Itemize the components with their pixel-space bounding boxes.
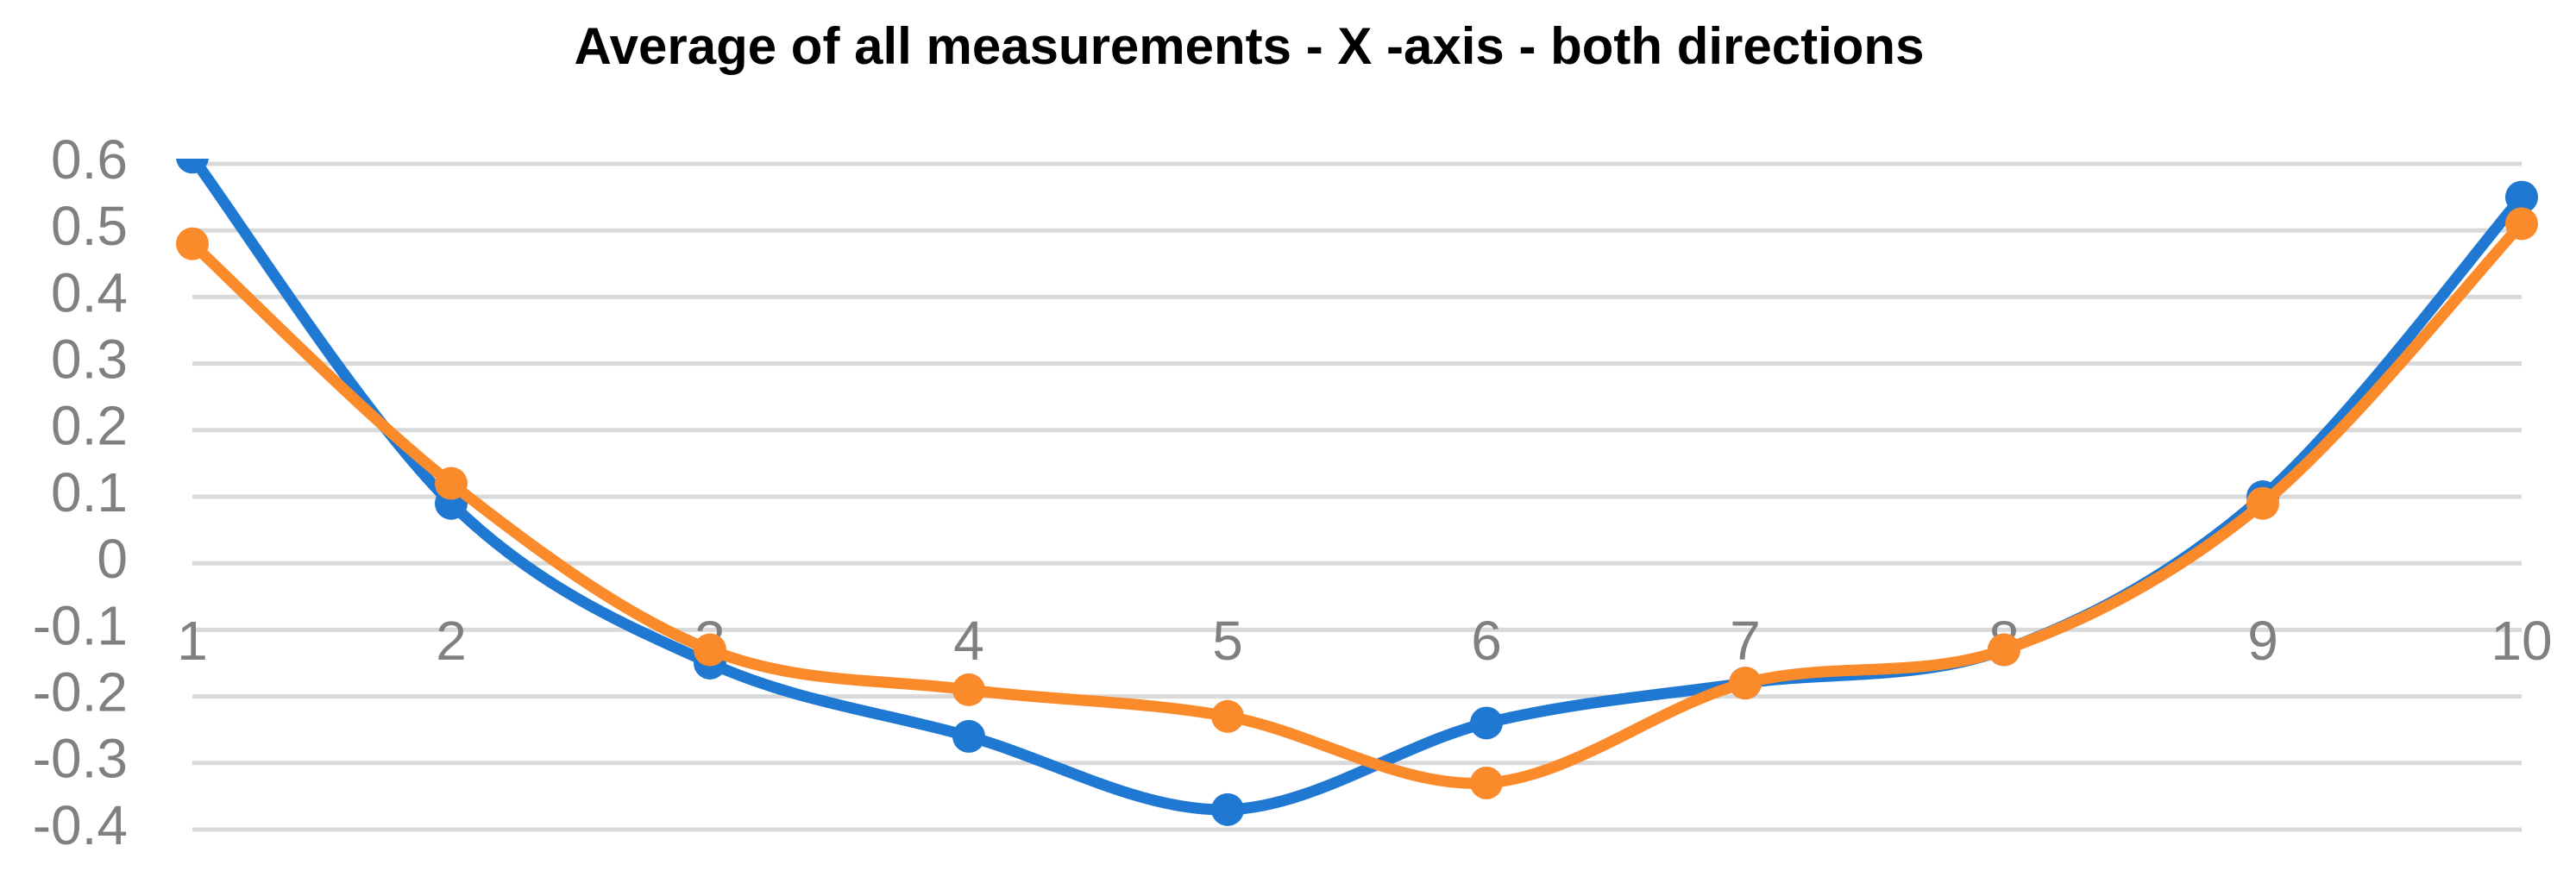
x-tick-label: 10 <box>2491 610 2552 672</box>
y-tick-label: 0.4 <box>51 261 128 323</box>
marker <box>2246 486 2279 520</box>
marker <box>1988 633 2020 667</box>
marker <box>1729 667 1762 700</box>
y-tick-label: 0.2 <box>51 395 128 457</box>
marker <box>2505 180 2538 214</box>
x-tick-label: 7 <box>1730 610 1761 672</box>
y-tick-label: 0.1 <box>51 461 128 523</box>
marker <box>1211 792 1244 826</box>
marker <box>952 719 985 753</box>
marker <box>176 159 209 174</box>
marker <box>2505 207 2538 241</box>
x-tick-label: 5 <box>1212 610 1243 672</box>
y-tick-label: 0 <box>97 528 128 590</box>
marker <box>952 673 985 706</box>
chart-title: Average of all measurements - X -axis - … <box>575 17 1925 75</box>
marker <box>435 467 468 500</box>
y-tick-label: -0.1 <box>33 594 128 656</box>
series-line <box>186 217 2528 789</box>
y-tick-label: 0.5 <box>51 195 128 257</box>
x-tick-label: 6 <box>1471 610 1502 672</box>
marker <box>1211 699 1244 733</box>
marker <box>1470 766 1503 799</box>
marker <box>1470 706 1503 740</box>
x-tick-label: 1 <box>177 610 208 672</box>
y-tick-label: -0.2 <box>33 661 128 724</box>
x-tick-label: 4 <box>953 610 984 672</box>
marker <box>176 227 209 260</box>
marker <box>694 633 726 667</box>
x-tick-label: 2 <box>436 610 467 672</box>
y-tick-label: 0.6 <box>51 128 128 191</box>
x-tick-label: 9 <box>2247 610 2278 672</box>
y-tick-label: -0.3 <box>33 728 128 790</box>
y-tick-label: 0.3 <box>51 329 128 391</box>
series-line <box>186 159 2528 816</box>
y-tick-label: -0.4 <box>33 794 128 856</box>
